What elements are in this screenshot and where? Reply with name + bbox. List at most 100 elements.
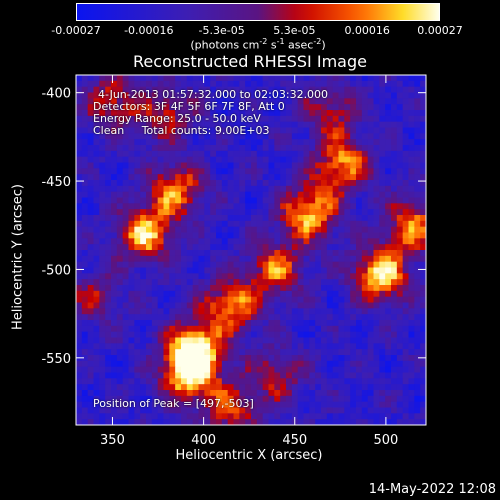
heatmap-cell xyxy=(157,80,164,88)
heatmap-cell xyxy=(315,390,322,397)
heatmap-cell xyxy=(356,75,363,82)
heatmap-cell xyxy=(391,80,398,88)
heatmap-cell xyxy=(268,250,275,257)
heatmap-cell xyxy=(256,378,264,385)
heatmap-cell xyxy=(93,296,100,303)
heatmap-cell xyxy=(105,267,112,274)
heatmap-cell xyxy=(105,355,112,362)
heatmap-cell xyxy=(111,133,118,140)
heatmap-cell xyxy=(303,308,310,315)
heatmap-cell xyxy=(408,267,415,274)
heatmap-cell xyxy=(361,285,369,292)
heatmap-cell xyxy=(251,220,258,228)
heatmap-cell xyxy=(111,92,118,99)
heatmap-cell xyxy=(385,75,392,82)
heatmap-cell xyxy=(169,98,176,105)
heatmap-cell xyxy=(268,150,275,158)
heatmap-cell xyxy=(297,209,304,216)
heatmap-cell xyxy=(186,156,194,163)
heatmap-cell xyxy=(309,290,316,298)
heatmap-cell xyxy=(99,133,106,140)
heatmap-cell xyxy=(227,92,234,99)
heatmap-cell xyxy=(420,191,427,198)
heatmap-cell xyxy=(373,395,380,403)
heatmap-cell xyxy=(332,133,339,140)
heatmap-cell xyxy=(175,343,182,350)
heatmap-cell xyxy=(396,343,404,350)
heatmap-cell xyxy=(373,238,380,245)
heatmap-cell xyxy=(379,308,386,315)
heatmap-cell xyxy=(181,150,188,158)
heatmap-cell xyxy=(198,185,205,193)
heatmap-cell xyxy=(297,250,304,257)
heatmap-cell xyxy=(303,156,310,163)
heatmap-cell xyxy=(245,156,252,163)
heatmap-cell xyxy=(286,209,293,216)
heatmap-cell xyxy=(105,139,112,146)
heatmap-cell xyxy=(87,185,94,193)
heatmap-cell xyxy=(361,226,369,233)
heatmap-cell xyxy=(163,238,170,245)
heatmap-cell xyxy=(297,279,304,286)
heatmap-cell xyxy=(350,115,357,123)
heatmap-cell xyxy=(151,255,159,263)
heatmap-cell xyxy=(93,226,100,233)
heatmap-cell xyxy=(280,92,287,99)
heatmap-cell xyxy=(274,372,281,379)
heatmap-cell xyxy=(105,180,112,187)
heatmap-cell xyxy=(350,250,357,257)
heatmap-cell xyxy=(175,209,182,216)
heatmap-cell xyxy=(338,360,345,368)
heatmap-cell xyxy=(251,180,258,187)
heatmap-cell xyxy=(245,372,252,379)
heatmap-cell xyxy=(239,407,246,414)
heatmap-cell xyxy=(408,407,415,414)
heatmap-cell xyxy=(186,308,194,315)
heatmap-cell xyxy=(402,203,409,210)
heatmap-cell xyxy=(245,349,252,356)
heatmap-cell xyxy=(373,355,380,362)
heatmap-cell xyxy=(385,343,392,350)
heatmap-cell xyxy=(344,86,351,93)
heatmap-cell xyxy=(186,185,194,193)
heatmap-cell xyxy=(385,127,392,134)
heatmap-cell xyxy=(87,419,94,426)
heatmap-cell xyxy=(221,75,229,82)
heatmap-cell xyxy=(245,390,252,397)
heatmap-cell xyxy=(321,92,328,99)
heatmap-cell xyxy=(210,366,217,373)
heatmap-cell xyxy=(303,390,310,397)
heatmap-cell xyxy=(221,244,229,251)
heatmap-cell xyxy=(385,360,392,368)
heatmap-cell xyxy=(210,384,217,391)
heatmap-cell xyxy=(181,337,188,344)
heatmap-cell xyxy=(332,162,339,169)
heatmap-cell xyxy=(391,372,398,379)
heatmap-cell xyxy=(140,384,147,391)
heatmap-cell xyxy=(321,290,328,298)
heatmap-cell xyxy=(414,110,421,117)
heatmap-cell xyxy=(204,261,211,268)
heatmap-cell xyxy=(344,349,351,356)
heatmap-cell xyxy=(321,185,328,193)
heatmap-cell xyxy=(286,290,293,298)
heatmap-cell xyxy=(326,238,334,245)
heatmap-cell xyxy=(309,355,316,362)
heatmap-cell xyxy=(122,133,129,140)
heatmap-cell xyxy=(146,378,153,385)
heatmap-cell xyxy=(268,366,275,373)
heatmap-cell xyxy=(87,209,94,216)
heatmap-cell xyxy=(251,261,258,268)
heatmap-cell xyxy=(99,331,106,338)
heatmap-cell xyxy=(87,174,94,181)
heatmap-cell xyxy=(361,150,369,158)
heatmap-cell xyxy=(105,115,112,123)
heatmap-cell xyxy=(385,121,392,128)
heatmap-cell xyxy=(204,290,211,298)
heatmap-cell xyxy=(391,145,398,152)
heatmap-cell xyxy=(192,115,199,123)
heatmap-cell xyxy=(361,261,369,268)
heatmap-cell xyxy=(367,168,374,175)
heatmap-cell xyxy=(192,238,199,245)
heatmap-cell xyxy=(414,98,421,105)
